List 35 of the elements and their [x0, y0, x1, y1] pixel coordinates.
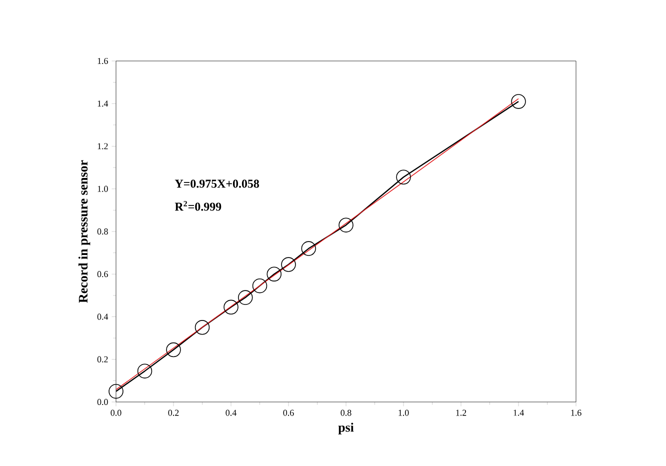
- x-tick-label: 0.6: [283, 410, 294, 416]
- point: [281, 257, 296, 272]
- point: [301, 241, 316, 256]
- y-axis-title: Record in pressure sensor: [78, 160, 90, 303]
- y-tick-label: 0.0: [97, 398, 108, 406]
- y-tick-label: 1.0: [98, 186, 108, 192]
- point: [166, 342, 181, 358]
- y-tick-label: 1.2: [98, 143, 108, 150]
- point: [338, 218, 354, 232]
- x-tick-label: 1.2: [456, 410, 466, 416]
- point: [137, 364, 152, 378]
- x-axis-title: psi: [338, 422, 354, 434]
- x-tick-label: 1.4: [514, 410, 524, 416]
- point: [252, 278, 268, 294]
- x-tick-label: 0.4: [226, 410, 236, 416]
- y-tick-label: 0.4: [97, 314, 108, 320]
- x-tick-label: 0.8: [340, 410, 352, 416]
- point: [396, 170, 411, 185]
- y-tick-label: 0.2: [97, 356, 108, 362]
- point: [224, 300, 238, 315]
- x-tick-label: 0.2: [168, 410, 179, 416]
- y-tick-label: 0.6: [97, 271, 108, 278]
- point: [511, 94, 526, 109]
- point: [238, 290, 253, 305]
- point: [108, 384, 124, 399]
- x-tick-label: 1.6: [571, 410, 582, 416]
- annotation: R$^{2}$=0.999: [174, 201, 222, 211]
- y-tick-label: 1.6: [98, 58, 108, 64]
- point: [194, 320, 210, 335]
- y-tick-label: 1.4: [98, 100, 108, 107]
- point: [266, 266, 282, 282]
- y-tick-label: 0.8: [97, 228, 108, 235]
- x-tick-label: 1.0: [398, 410, 409, 416]
- x-tick-label: 0.0: [110, 410, 122, 416]
- annotation: Y=0.975X+0.058: [174, 180, 260, 188]
